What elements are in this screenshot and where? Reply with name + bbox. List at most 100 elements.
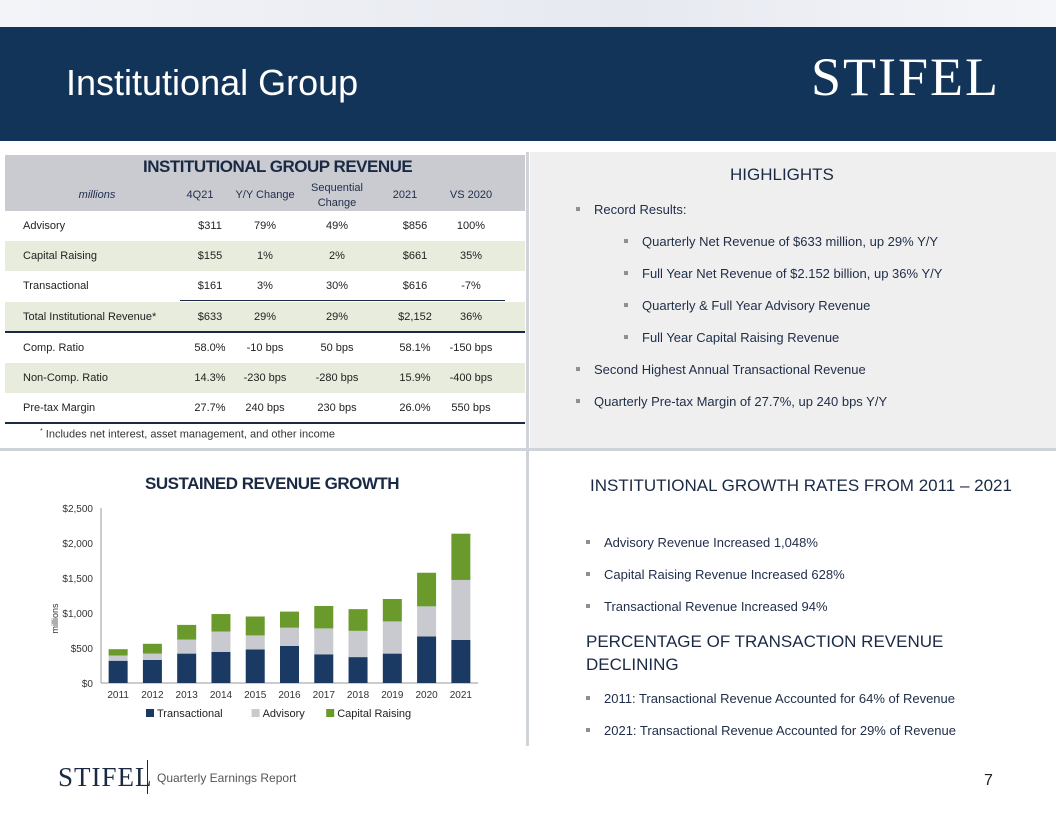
cell: $155	[197, 250, 223, 262]
bar-transactional	[348, 657, 368, 683]
y-tick-label: $1,500	[62, 574, 93, 585]
bar-capital-raising	[348, 609, 368, 631]
bar-capital-raising	[108, 649, 128, 656]
cell: 29%	[325, 311, 349, 323]
bar-transactional	[314, 654, 334, 683]
growth-text: Capital Raising Revenue Increased 628%	[604, 567, 845, 582]
row-label: Advisory	[23, 220, 66, 232]
x-tick-label: 2020	[415, 690, 438, 701]
table-row: Capital Raising $155 1% 2% $661 35%	[5, 241, 525, 271]
bullet-icon	[586, 572, 590, 576]
header-2021: 2021	[392, 189, 418, 201]
footnote-mark: *	[40, 428, 43, 435]
cell: $2,152	[398, 311, 432, 323]
subtotal-rule	[180, 300, 505, 301]
bar-capital-raising	[280, 611, 299, 628]
header-yy-change: Y/Y Change	[235, 189, 295, 201]
cell: 50 bps	[320, 342, 354, 354]
cell: -400 bps	[449, 372, 493, 384]
bar-advisory	[245, 635, 265, 650]
table-row: Comp. Ratio 58.0% -10 bps 50 bps 58.1% -…	[5, 333, 525, 363]
x-tick-label: 2018	[347, 690, 370, 701]
table-footnote: * Includes net interest, asset managemen…	[40, 428, 335, 441]
top-strip	[0, 0, 1056, 27]
cell: -230 bps	[243, 372, 287, 384]
bullet-icon	[586, 604, 590, 608]
bar-advisory	[280, 627, 299, 646]
cell: 29%	[253, 311, 277, 323]
bar-transactional	[108, 660, 128, 683]
footnote-text: Includes net interest, asset management,…	[45, 428, 336, 441]
cell: 15.9%	[399, 372, 431, 384]
highlights-panel	[530, 152, 1056, 448]
bar-capital-raising	[211, 614, 231, 632]
cell: 14.3%	[194, 372, 226, 384]
cell: $311	[198, 220, 222, 232]
highlight-text: Quarterly Pre-tax Margin of 27.7%, up 24…	[594, 394, 888, 409]
revenue-chart: $0 $500 $1,000 $1,500 $2,000 $2,500 millions 20…	[50, 504, 478, 720]
cell: $661	[402, 250, 428, 262]
cell: $616	[402, 280, 428, 292]
footer-logo: STIFEL	[58, 762, 153, 792]
row-label: Non-Comp. Ratio	[23, 372, 108, 384]
x-tick-label: 2012	[141, 690, 164, 701]
percentage-title: PERCENTAGE OF TRANSACTION REVENUE DECLIN…	[586, 632, 944, 674]
x-tick-label: 2011	[107, 690, 129, 701]
x-tick-label: 2016	[278, 690, 301, 701]
footer-text: Quarterly Earnings Report	[157, 771, 297, 785]
percentage-item: 2021: Transactional Revenue Accounted fo…	[586, 723, 956, 738]
highlight-item: Record Results:	[576, 202, 686, 217]
cell: 3%	[257, 280, 273, 292]
bullet-icon	[586, 728, 590, 732]
table-bottom-rule	[5, 422, 525, 424]
header-millions: millions	[78, 189, 116, 201]
table-row: Pre-tax Margin 27.7% 240 bps 230 bps 26.…	[5, 393, 525, 423]
bullet-icon	[576, 207, 580, 211]
stifel-logo: STIFEL	[810, 47, 1000, 107]
bar-advisory	[417, 606, 437, 637]
highlight-subitem: Quarterly Net Revenue of $633 million, u…	[624, 234, 939, 249]
header-sequential-change: Sequential Change	[311, 182, 363, 209]
bullet-icon	[576, 399, 580, 403]
cell: 27.7%	[194, 402, 226, 414]
bullet-icon	[624, 303, 628, 307]
chart-title: SUSTAINED REVENUE GROWTH	[145, 474, 400, 493]
horizontal-divider	[0, 448, 1056, 451]
x-tick-label: 2017	[313, 690, 336, 701]
x-tick-label: 2021	[450, 690, 473, 701]
table-row: Transactional $161 3% 30% $616 -7%	[5, 271, 525, 301]
cell: 2%	[329, 250, 345, 262]
highlight-text: Quarterly Net Revenue of $633 million, u…	[642, 234, 939, 249]
table-title: INSTITUTIONAL GROUP REVENUE	[143, 157, 413, 176]
highlight-text: Quarterly & Full Year Advisory Revenue	[642, 298, 871, 313]
bar-advisory	[211, 631, 231, 652]
highlight-subitem: Quarterly & Full Year Advisory Revenue	[624, 298, 871, 313]
y-tick-label: $500	[71, 644, 94, 655]
cell: $161	[197, 280, 223, 292]
legend-swatch	[146, 709, 154, 717]
highlight-subitem: Full Year Capital Raising Revenue	[624, 330, 840, 345]
bar-transactional	[245, 649, 265, 683]
bar-transactional	[177, 653, 197, 683]
cell: $633	[197, 311, 223, 323]
growth-item: Transactional Revenue Increased 94%	[586, 599, 828, 614]
y-tick-label: $0	[82, 679, 94, 690]
highlight-text: Full Year Net Revenue of $2.152 billion,…	[642, 266, 943, 281]
legend-swatch	[326, 709, 335, 717]
x-tick-label: 2013	[176, 690, 199, 701]
bar-capital-raising	[451, 533, 471, 580]
cell: 230 bps	[317, 402, 357, 414]
growth-item: Capital Raising Revenue Increased 628%	[586, 567, 845, 582]
bar-advisory	[451, 579, 471, 640]
percentage-text: 2021: Transactional Revenue Accounted fo…	[604, 723, 956, 738]
y-axis-label: millions	[50, 603, 60, 634]
highlight-text: Full Year Capital Raising Revenue	[642, 330, 840, 345]
y-tick-label: $1,000	[62, 609, 93, 620]
highlights-title: HIGHLIGHTS	[730, 165, 834, 184]
cell: 49%	[325, 220, 349, 232]
cell: 35%	[459, 250, 483, 262]
x-tick-label: 2014	[210, 690, 233, 701]
cell: -10 bps	[246, 342, 284, 354]
bar-capital-raising	[245, 616, 265, 636]
cell: 30%	[325, 280, 349, 292]
